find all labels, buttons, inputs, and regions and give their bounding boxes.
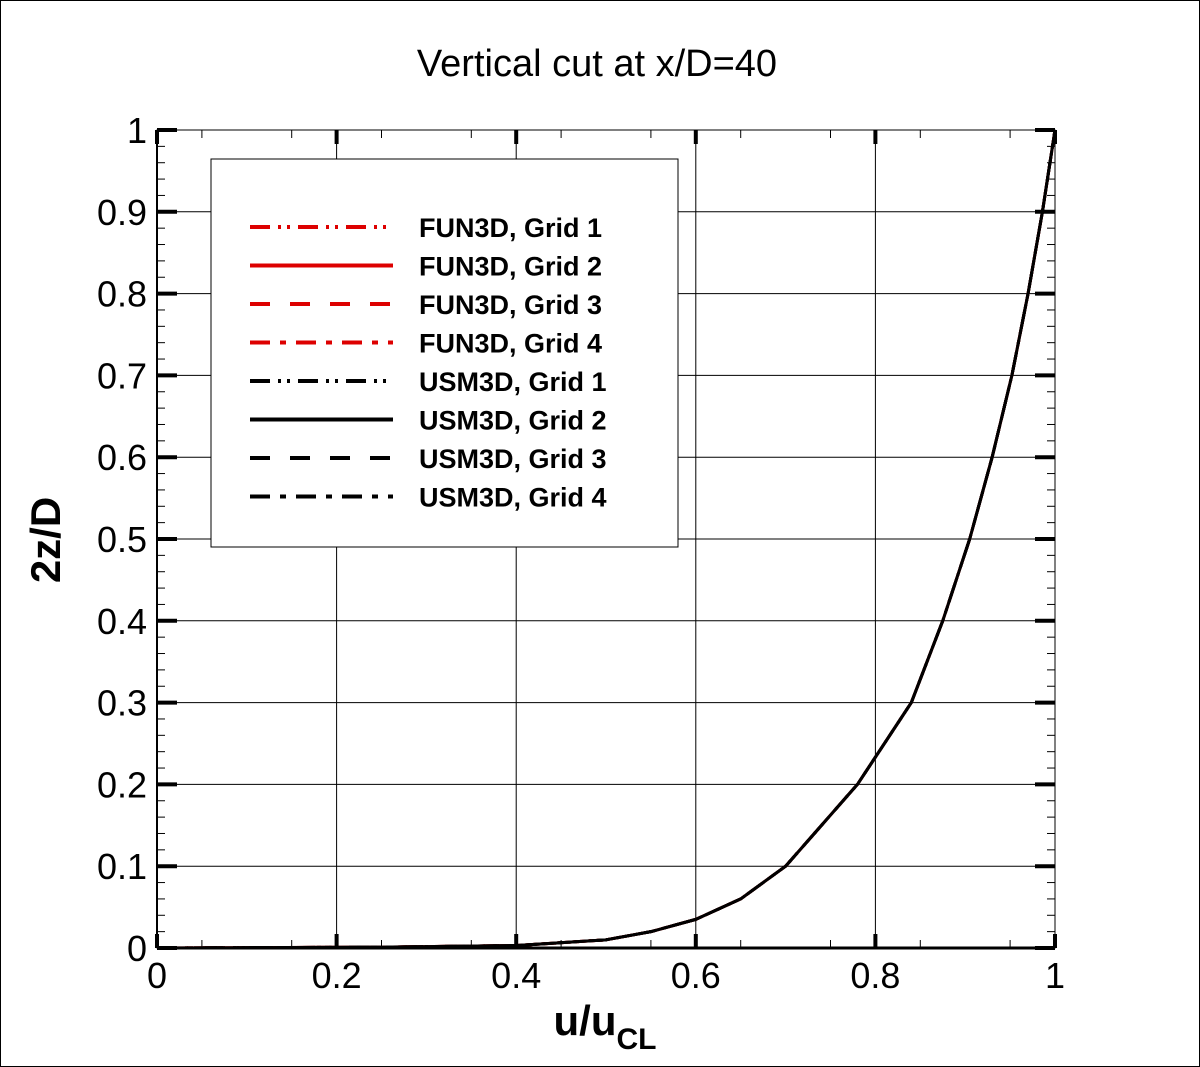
legend-box — [210, 158, 679, 548]
chart-title: Vertical cut at x/D=40 — [417, 43, 777, 85]
y-tick-label: 0.5 — [97, 519, 147, 560]
legend: FUN3D, Grid 1 FUN3D, Grid 2 FUN3D, Grid 3 F… — [210, 158, 679, 548]
legend-label: FUN3D, Grid 4 — [419, 329, 602, 359]
series-line-8 — [156, 129, 1057, 950]
x-axis-label-subscript: CL — [616, 1023, 656, 1056]
curves — [156, 129, 1057, 950]
x-tick-label: 0.4 — [491, 955, 541, 996]
y-tick-label: 0.2 — [97, 764, 147, 805]
y-tick-label: 0 — [127, 928, 147, 969]
x-tick-label: 0 — [147, 955, 167, 996]
y-tick-label: 0.8 — [97, 274, 147, 315]
axes: 0 0.2 0.4 0.6 0.8 1 0 0.1 0.2 0.3 0.4 0.5 0.6 0.7 0.8 0… — [97, 110, 1065, 996]
x-tick-label: 0.6 — [671, 955, 721, 996]
legend-label: USM3D, Grid 4 — [419, 483, 607, 513]
y-tick-label: 0.9 — [97, 192, 147, 233]
y-tick-label: 1 — [127, 110, 147, 151]
legend-label: USM3D, Grid 1 — [419, 367, 607, 397]
legend-label: FUN3D, Grid 1 — [419, 213, 602, 243]
y-tick-label: 0.1 — [97, 846, 147, 887]
y-tick-label: 0.7 — [97, 355, 147, 396]
x-tick-label: 0.2 — [312, 955, 362, 996]
y-tick-label: 0.6 — [97, 437, 147, 478]
x-tick-label: 0.8 — [850, 955, 900, 996]
legend-label: USM3D, Grid 3 — [419, 444, 607, 474]
legend-label: FUN3D, Grid 3 — [419, 290, 602, 320]
y-tick-label: 0.4 — [97, 601, 147, 642]
x-axis-label-main: u/u — [554, 997, 617, 1044]
legend-label: FUN3D, Grid 2 — [419, 252, 602, 282]
y-axis-label: 2z/D — [22, 497, 69, 583]
x-axis-label: u/uCL — [554, 997, 657, 1056]
y-tick-label: 0.3 — [97, 683, 147, 724]
x-tick-label: 1 — [1045, 955, 1065, 996]
legend-label: USM3D, Grid 2 — [419, 406, 607, 436]
